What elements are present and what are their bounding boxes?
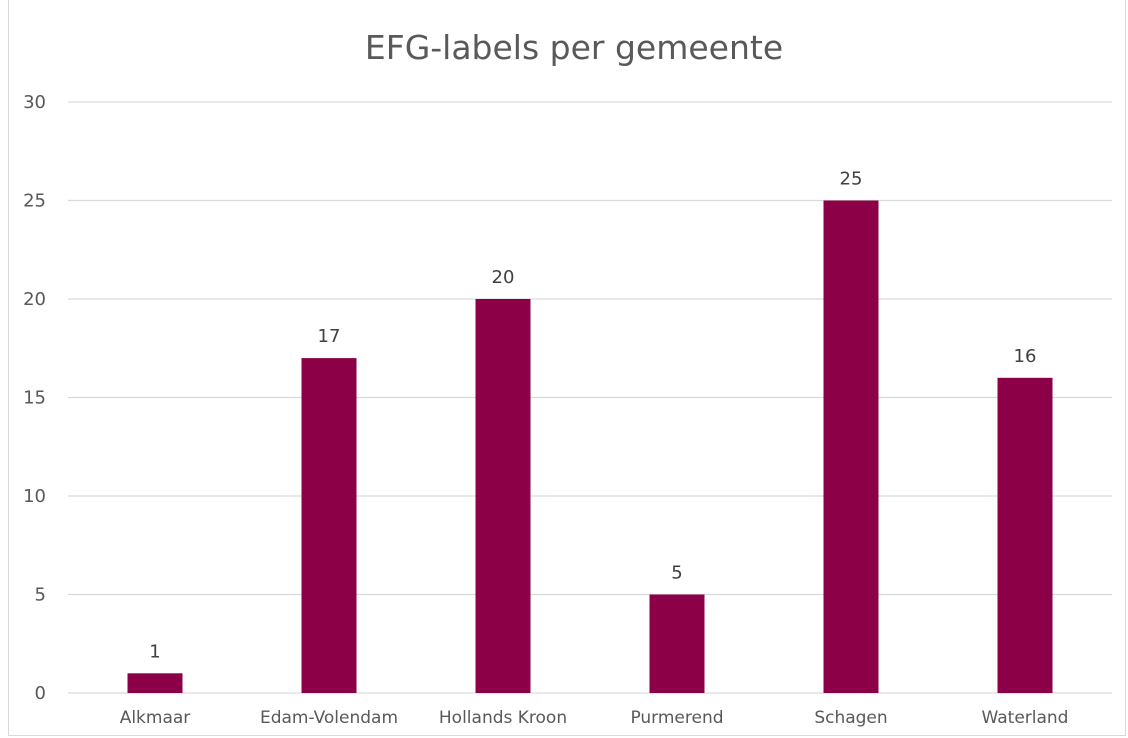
y-tick-label: 25 [23,191,46,212]
x-axis-category-labels: Alkmaar Edam-Volendam Hollands Kroon Purmer… [120,708,1069,728]
data-labels: 1 17 20 5 25 16 [149,169,1036,663]
chart-frame [8,0,1126,736]
data-label: 25 [840,169,863,190]
y-tick-label: 10 [23,486,46,507]
bar [823,200,879,693]
bar [127,673,183,693]
y-axis-tick-labels: 0 5 10 15 20 25 30 [23,92,46,704]
bar [475,299,531,693]
data-label: 20 [492,267,515,288]
x-category-label: Purmerend [630,708,723,728]
bar [649,594,705,693]
y-tick-label: 0 [35,683,46,704]
x-category-label: Edam-Volendam [260,708,398,728]
y-tick-label: 30 [23,92,46,113]
x-category-label: Alkmaar [120,708,191,728]
data-label: 1 [149,641,160,662]
bars [127,200,1053,693]
y-tick-label: 20 [23,289,46,310]
chart-title: EFG-labels per gemeente [364,28,784,67]
y-tick-label: 5 [35,585,46,606]
data-label: 5 [671,563,682,584]
x-category-label: Hollands Kroon [439,708,567,728]
x-category-label: Waterland [982,708,1069,728]
x-category-label: Schagen [814,708,887,728]
data-label: 16 [1014,346,1037,367]
bar [997,377,1053,693]
bar [301,358,357,693]
y-tick-label: 15 [23,388,46,409]
gridlines [68,101,1112,694]
data-label: 17 [318,326,341,347]
